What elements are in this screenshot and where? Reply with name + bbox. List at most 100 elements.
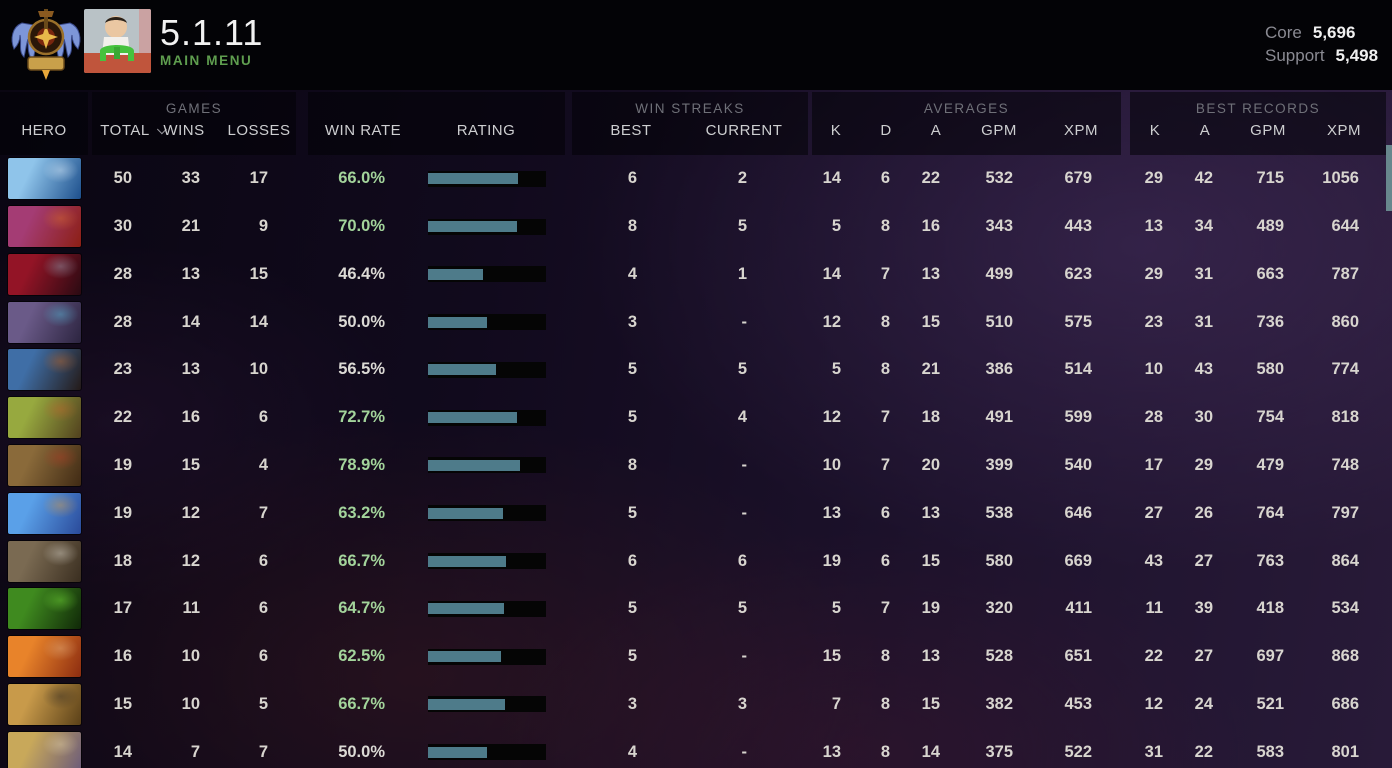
column-header-losses[interactable]: LOSSES — [227, 122, 291, 139]
best-streak-value: 5 — [627, 408, 637, 427]
support-rating-value: 5,498 — [1335, 46, 1379, 65]
hero-row-zeus[interactable]: 50 33 17 66.0% 6 2 14 6 22 532 679 29 42 715 1056 — [0, 155, 1392, 203]
avg-kills-value: 10 — [822, 455, 841, 474]
rating-bar-fill — [428, 555, 506, 567]
sniper-portrait-icon — [8, 540, 81, 582]
best-gpm-value: 715 — [1256, 169, 1284, 188]
hero-row-bounty-hunter[interactable]: 15 10 5 66.7% 3 3 7 8 15 382 453 12 24 521 686 — [0, 680, 1392, 728]
hero-row-earthshaker[interactable]: 19 15 4 78.9% 8 - 10 7 20 399 540 17 29 479 748 — [0, 442, 1392, 490]
best-kills-value: 22 — [1144, 647, 1163, 666]
hero-cell — [0, 588, 88, 630]
rating-bar — [428, 505, 546, 522]
rating-bar — [428, 409, 546, 426]
column-header-avg-xpm[interactable]: XPM — [1063, 122, 1099, 139]
rating-bar-fill — [428, 603, 504, 615]
best-kills-value: 28 — [1144, 408, 1163, 427]
support-rating-label: Support — [1265, 46, 1325, 65]
best-assists-value: 29 — [1194, 455, 1213, 474]
current-streak-value: 5 — [737, 217, 747, 236]
main-menu-button[interactable]: MAIN MENU — [160, 53, 253, 68]
scrollbar-thumb[interactable] — [1386, 145, 1392, 211]
avg-deaths-value: 6 — [880, 503, 890, 522]
win-rate-value: 72.7% — [338, 408, 385, 427]
losses-value: 15 — [249, 264, 268, 283]
column-header-avg-d[interactable]: D — [880, 122, 892, 139]
lina-portrait-icon — [8, 636, 81, 678]
avg-xpm-value: 679 — [1064, 169, 1092, 188]
total-games-value: 28 — [113, 312, 132, 331]
win-rate-value: 70.0% — [338, 217, 385, 236]
avg-kills-value: 12 — [822, 408, 841, 427]
hero-row-lion[interactable]: 30 21 9 70.0% 8 5 5 8 16 343 443 13 34 489 644 — [0, 203, 1392, 251]
losses-value: 6 — [258, 408, 268, 427]
best-xpm-value: 534 — [1331, 599, 1359, 618]
hero-row-queen-of-pain[interactable]: 28 13 15 46.4% 4 1 14 7 13 499 623 29 31 663 787 — [0, 251, 1392, 299]
best-xpm-value: 1056 — [1322, 169, 1359, 188]
column-header-total[interactable]: TOTAL — [100, 122, 168, 139]
best-xpm-value: 748 — [1331, 455, 1359, 474]
column-header-best-k[interactable]: K — [1149, 122, 1161, 139]
hero-row-skywrath-mage[interactable]: 14 7 7 50.0% 4 - 13 8 14 375 522 31 22 583 801 — [0, 728, 1392, 768]
best-streak-value: 8 — [627, 455, 637, 474]
hero-cell — [0, 397, 88, 439]
rating-bar-fill — [428, 459, 520, 471]
column-header-current[interactable]: CURRENT — [705, 122, 783, 139]
column-header-best-a[interactable]: A — [1199, 122, 1211, 139]
hero-row-jakiro[interactable]: 23 13 10 56.5% 5 5 5 8 21 386 514 10 43 580 774 — [0, 346, 1392, 394]
losses-value: 17 — [249, 169, 268, 188]
column-header-best-xpm[interactable]: XPM — [1326, 122, 1362, 139]
hero-cell — [0, 492, 88, 534]
column-header-avg-k[interactable]: K — [830, 122, 842, 139]
jakiro-portrait-icon — [8, 349, 81, 391]
column-header-best[interactable]: BEST — [610, 122, 652, 139]
current-streak-value: 3 — [737, 694, 747, 713]
win-rate-value: 64.7% — [338, 599, 385, 618]
rating-cell — [392, 553, 548, 569]
column-header-avg-gpm[interactable]: GPM — [981, 122, 1017, 139]
hero-row-windranger[interactable]: 22 16 6 72.7% 5 4 12 7 18 491 599 28 30 754 818 — [0, 394, 1392, 442]
rating-bar — [428, 744, 546, 761]
column-header-win-rate[interactable]: WIN RATE — [324, 122, 402, 139]
win-rate-value: 46.4% — [338, 264, 385, 283]
column-header-rating[interactable]: RATING — [456, 122, 516, 139]
win-rate-value: 66.0% — [338, 169, 385, 188]
column-header-best-gpm[interactable]: GPM — [1250, 122, 1286, 139]
win-streaks-header-panel: WIN STREAKS BEST CURRENT — [572, 92, 808, 155]
column-header-wins[interactable]: WINS — [163, 122, 205, 139]
table-header: HERO GAMES TOTAL WINS LOSSES WIN RATE RA… — [0, 92, 1392, 155]
hero-row-lina[interactable]: 16 10 6 62.5% 5 - 15 8 13 528 651 22 27 697 868 — [0, 633, 1392, 681]
best-assists-value: 30 — [1194, 408, 1213, 427]
total-games-value: 19 — [113, 503, 132, 522]
hero-row-puck[interactable]: 19 12 7 63.2% 5 - 13 6 13 538 646 27 26 764 797 — [0, 489, 1392, 537]
avg-gpm-value: 375 — [985, 742, 1013, 761]
hero-row-sniper[interactable]: 18 12 6 66.7% 6 6 19 6 15 580 669 43 27 763 864 — [0, 537, 1392, 585]
hero-row-rubick[interactable]: 17 11 6 64.7% 5 5 5 7 19 320 411 11 39 418 534 — [0, 585, 1392, 633]
avg-kills-value: 5 — [831, 360, 841, 379]
best-xpm-value: 801 — [1331, 742, 1359, 761]
best-kills-value: 43 — [1144, 551, 1163, 570]
best-kills-value: 10 — [1144, 360, 1163, 379]
column-header-avg-a[interactable]: A — [930, 122, 942, 139]
rank-medal-icon[interactable] — [8, 5, 84, 83]
avg-kills-value: 13 — [822, 503, 841, 522]
current-streak-value: - — [741, 647, 748, 666]
wins-value: 12 — [181, 551, 200, 570]
total-games-value: 16 — [113, 647, 132, 666]
best-gpm-value: 663 — [1256, 264, 1284, 283]
rating-bar-fill — [428, 221, 517, 233]
rating-cell — [392, 314, 548, 331]
current-streak-value: - — [741, 742, 748, 761]
column-header-hero[interactable]: HERO — [21, 122, 67, 139]
avg-xpm-value: 651 — [1064, 647, 1092, 666]
avg-deaths-value: 8 — [880, 217, 890, 236]
losses-value: 14 — [249, 312, 268, 331]
losses-value: 5 — [258, 694, 268, 713]
best-kills-value: 12 — [1144, 694, 1163, 713]
best-assists-value: 39 — [1194, 599, 1213, 618]
hero-row-tinker[interactable]: 28 14 14 50.0% 3 - 12 8 15 510 575 23 31 736 860 — [0, 298, 1392, 346]
player-avatar-photo[interactable] — [84, 9, 151, 73]
rating-cell — [392, 170, 548, 187]
best-xpm-value: 860 — [1331, 312, 1359, 331]
avg-kills-value: 7 — [831, 694, 841, 713]
avg-gpm-value: 528 — [985, 647, 1013, 666]
